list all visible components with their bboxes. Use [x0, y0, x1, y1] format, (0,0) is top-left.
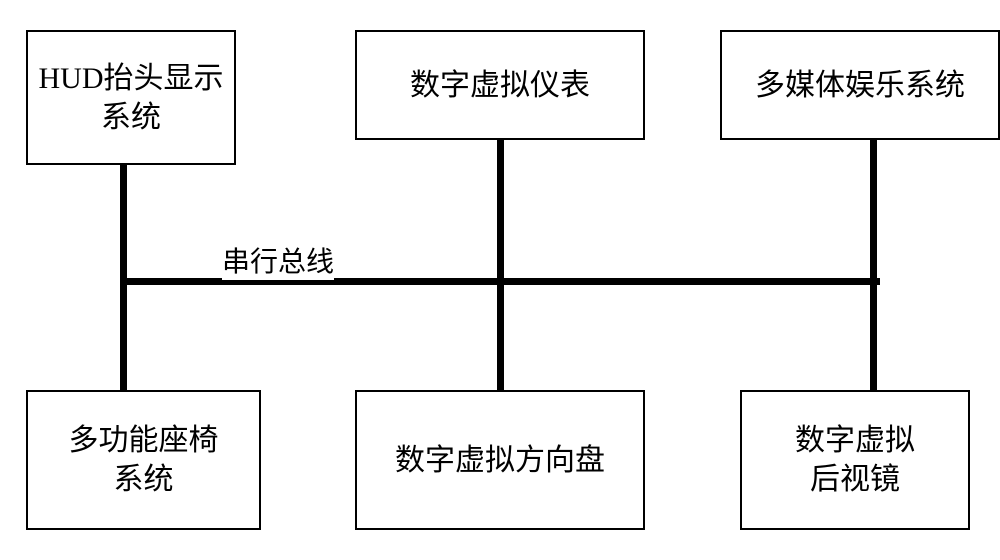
node-seat-system: 多功能座椅 系统	[26, 390, 261, 530]
diagram-canvas: 串行总线 HUD抬头显示 系统 数字虚拟仪表 多媒体娱乐系统 多功能座椅 系统 …	[0, 0, 1000, 560]
node-seat-label: 多功能座椅 系统	[69, 421, 219, 499]
connector-wheel	[497, 278, 504, 390]
connector-media	[870, 140, 877, 285]
connector-mirror	[870, 278, 877, 390]
connector-hud	[120, 165, 127, 285]
node-digital-gauge: 数字虚拟仪表	[355, 30, 645, 140]
connector-seat	[120, 278, 127, 390]
node-steering-wheel: 数字虚拟方向盘	[355, 390, 645, 530]
node-media-label: 多媒体娱乐系统	[755, 66, 965, 105]
node-mirror-label: 数字虚拟 后视镜	[795, 421, 915, 499]
node-gauge-label: 数字虚拟仪表	[410, 66, 590, 105]
connector-gauge	[497, 140, 504, 285]
node-wheel-label: 数字虚拟方向盘	[395, 441, 605, 480]
node-hud-label: HUD抬头显示 系统	[39, 59, 224, 137]
bus-label: 串行总线	[222, 240, 334, 280]
node-rear-mirror: 数字虚拟 后视镜	[740, 390, 970, 530]
node-multimedia-system: 多媒体娱乐系统	[720, 30, 1000, 140]
node-hud-display: HUD抬头显示 系统	[26, 30, 236, 165]
